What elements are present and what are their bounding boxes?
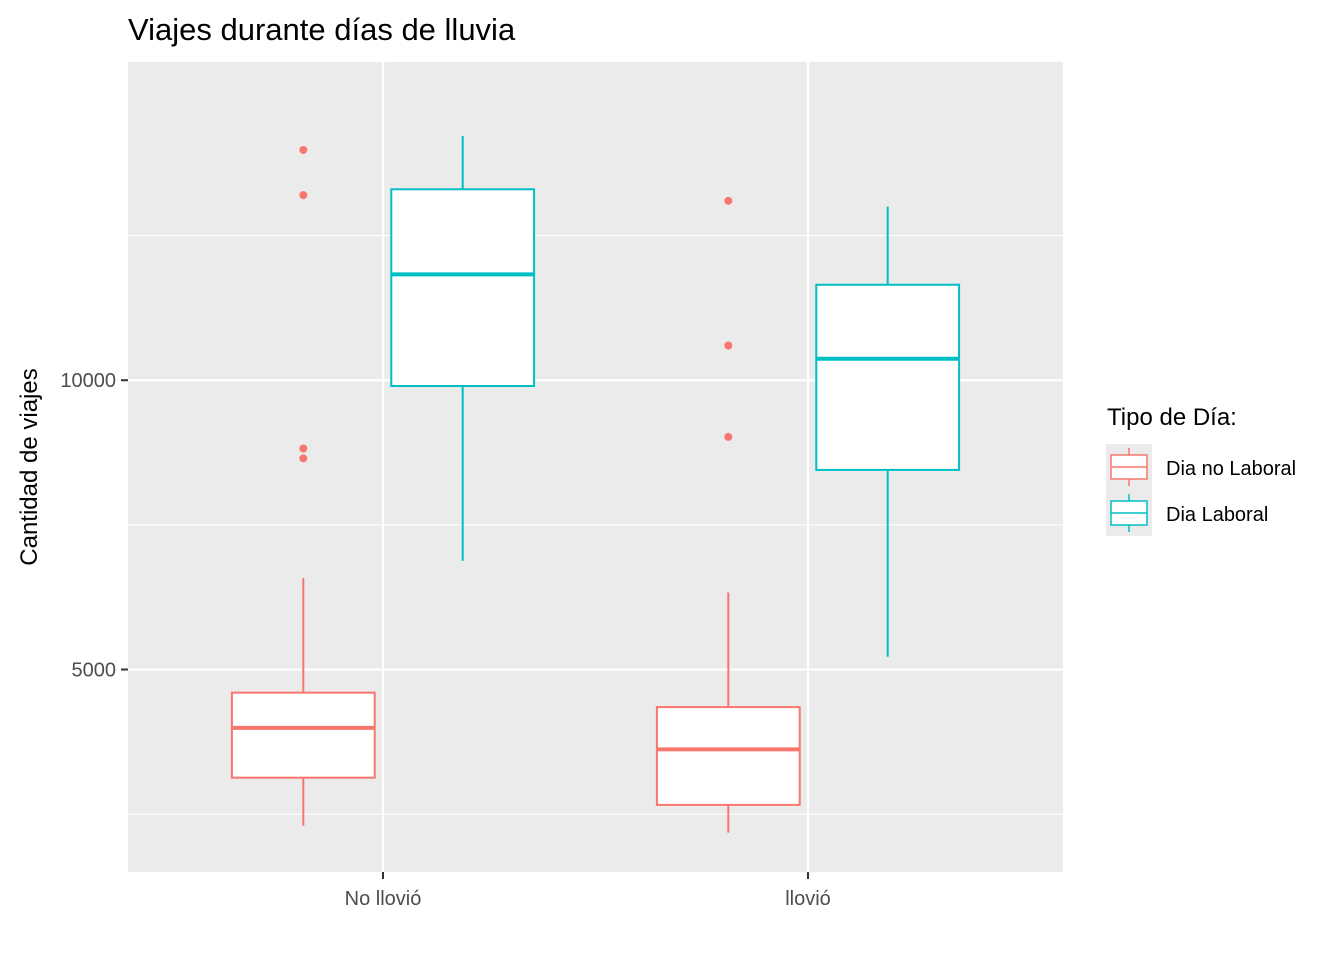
y-tick-label: 5000 xyxy=(72,660,117,682)
box-1-0 xyxy=(390,136,536,561)
legend: Tipo de Día: Dia no Laboral Dia Laboral xyxy=(1106,404,1296,536)
box-body xyxy=(230,691,376,779)
outlier-point xyxy=(299,191,308,200)
box-body xyxy=(390,188,536,387)
outlier-point xyxy=(299,444,308,453)
legend-item-1: Dia Laboral xyxy=(1106,490,1268,536)
outlier-point xyxy=(299,145,308,154)
grid-minor xyxy=(128,235,1063,815)
y-axis-title: Cantidad de viajes xyxy=(16,368,43,565)
y-tick-label: 10000 xyxy=(60,370,116,392)
legend-label: Dia Laboral xyxy=(1166,504,1268,526)
box-1-1 xyxy=(815,206,961,657)
outlier-point xyxy=(724,196,733,205)
legend-item-0: Dia no Laboral xyxy=(1106,444,1296,490)
box-0-0 xyxy=(230,145,376,826)
x-tick-label: No llovió xyxy=(345,888,422,910)
chart-title: Viajes durante días de lluvia xyxy=(128,12,516,47)
outlier-point xyxy=(724,341,733,350)
y-axis: 5000 10000 xyxy=(60,370,128,682)
x-axis: No llovió llovió xyxy=(345,872,831,910)
box-0-1 xyxy=(655,196,801,833)
box-body xyxy=(655,706,801,806)
outlier-point xyxy=(299,454,308,463)
boxes xyxy=(230,136,961,833)
legend-label: Dia no Laboral xyxy=(1166,458,1296,480)
box-body xyxy=(815,283,961,471)
outlier-point xyxy=(724,432,733,441)
x-tick-label: llovió xyxy=(785,888,831,910)
legend-title: Tipo de Día: xyxy=(1107,404,1237,431)
